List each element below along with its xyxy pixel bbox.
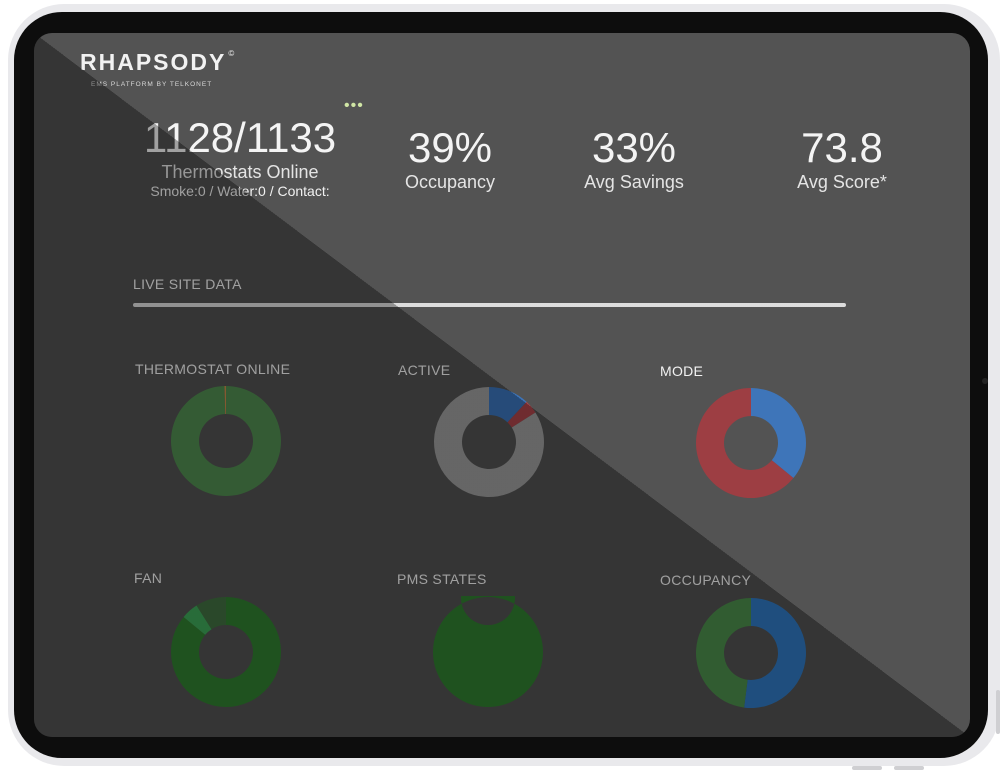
- donut-slice-fan-1[interactable]: [183, 605, 212, 635]
- chart-title-active: ACTIVE: [398, 362, 451, 378]
- live-site-progress-bar: [133, 303, 846, 307]
- savings-value: 33%: [591, 124, 677, 171]
- logo-mark: ©: [228, 49, 235, 58]
- chart-title-thermostat-online: THERMOSTAT ONLINE: [135, 361, 291, 377]
- stat-occupancy: 39% Occupancy: [370, 125, 530, 193]
- donut-slice-active-0[interactable]: [489, 387, 527, 423]
- donut-chart-pms-states[interactable]: [432, 596, 544, 708]
- donut-chart-thermostat-online[interactable]: [170, 385, 282, 497]
- donut-slice-active-1[interactable]: [507, 401, 536, 428]
- stat-thermostats: 1128/1133 Thermostats Online Smoke:0 / W…: [130, 114, 350, 200]
- live-site-title: LIVE SITE DATA: [133, 276, 242, 292]
- donut-chart-active[interactable]: [433, 386, 545, 498]
- chart-title-fan: FAN: [134, 570, 163, 586]
- donut-chart-mode[interactable]: [695, 387, 807, 499]
- donut-slice-mode-1[interactable]: [696, 388, 794, 498]
- donut-slice-mode-0[interactable]: [751, 388, 806, 479]
- score-value: 73.8: [801, 124, 883, 171]
- donut-slice-thermostat-online-1[interactable]: [224, 386, 226, 415]
- donut-slice-thermostat-online-0[interactable]: [171, 386, 281, 496]
- donut-slice-fan-0[interactable]: [171, 597, 281, 707]
- donut-slice-pms-states-0[interactable]: [432, 596, 543, 707]
- chart-title-mode: MODE: [660, 363, 704, 379]
- stat-savings: 33% Avg Savings: [554, 125, 714, 193]
- score-label: Avg Score*: [797, 172, 887, 192]
- thermostats-label: Thermostats Online: [161, 162, 319, 182]
- donut-slice-active-2[interactable]: [434, 387, 544, 497]
- donut-slice-occupancy-1[interactable]: [696, 598, 751, 708]
- bottom-button-left: [852, 766, 882, 770]
- app-tagline: EMS PLATFORM BY TELKONET: [91, 81, 213, 88]
- donut-chart-occupancy[interactable]: [695, 597, 807, 709]
- bottom-button-right: [894, 766, 924, 770]
- sensor-counts: Smoke:0 / Water:0 / Contact:: [150, 183, 330, 199]
- savings-label: Avg Savings: [584, 172, 684, 192]
- occupancy-label: Occupancy: [404, 172, 496, 192]
- live-site-progress-fill: [133, 303, 846, 307]
- donut-chart-fan[interactable]: [170, 596, 282, 708]
- chart-title-pms-states: PMS STATES: [397, 571, 487, 587]
- thermostats-value: 1128/1133: [143, 114, 337, 161]
- occupancy-value: 39%: [407, 124, 493, 171]
- chart-title-occupancy: OCCUPANCY: [660, 572, 752, 588]
- donut-slice-occupancy-0[interactable]: [744, 598, 806, 708]
- logo-text: RHAPSODY: [80, 49, 227, 75]
- dashboard-screen: RHAPSODY © EMS PLATFORM BY TELKONET ••• 1…: [34, 33, 970, 737]
- app-logo: RHAPSODY ©: [80, 49, 234, 76]
- stat-score: 73.8 Avg Score*: [762, 125, 922, 193]
- donut-slice-fan-2[interactable]: [196, 597, 226, 630]
- more-menu-icon[interactable]: •••: [344, 97, 364, 114]
- side-button: [996, 690, 1000, 734]
- front-camera: [982, 378, 988, 384]
